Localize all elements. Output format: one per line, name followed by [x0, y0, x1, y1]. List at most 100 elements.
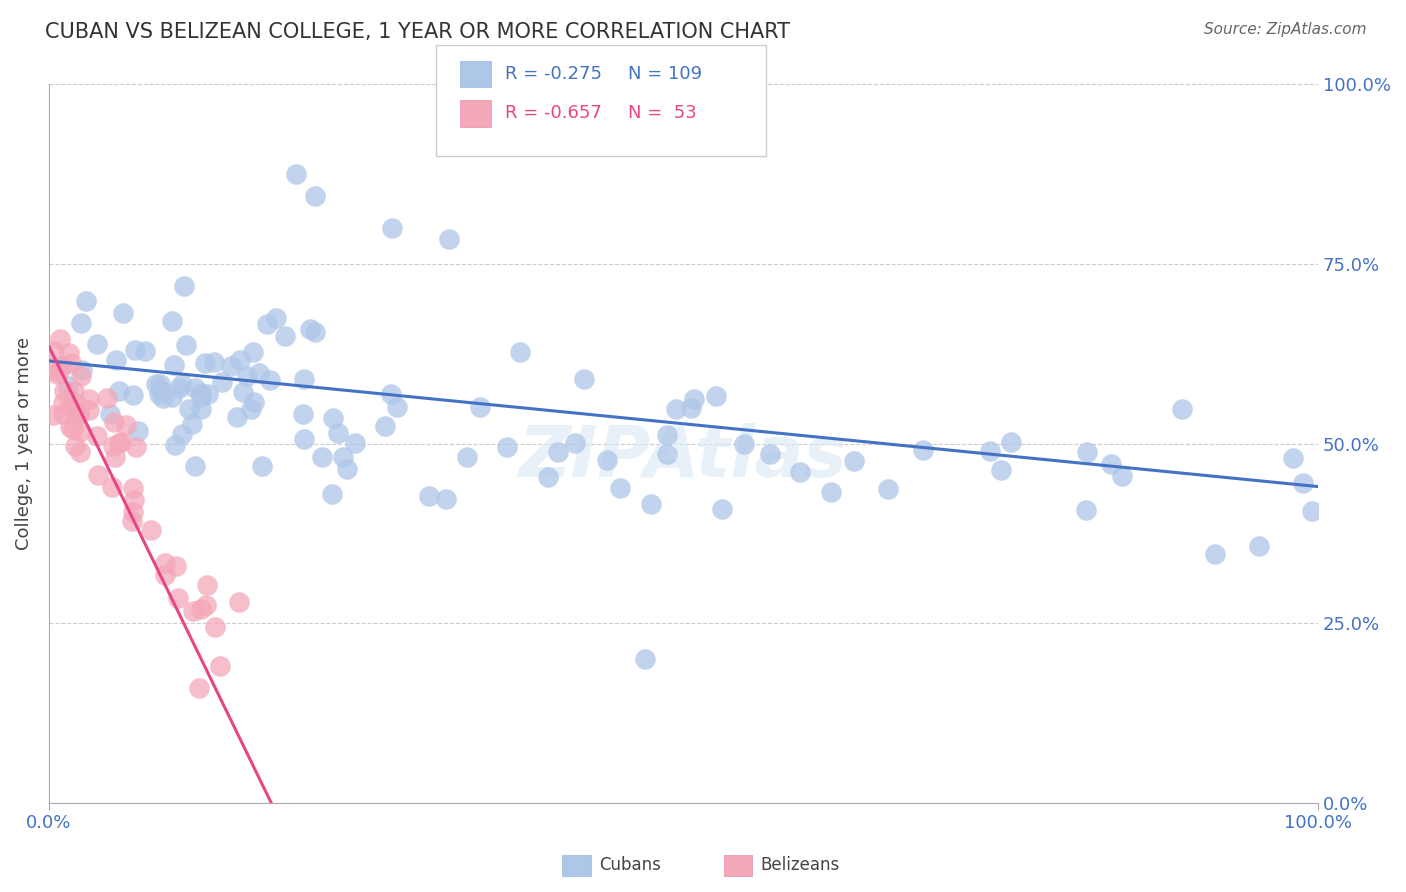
Point — [105, 352, 128, 367]
Point — [70, 316, 93, 330]
Point — [640, 497, 662, 511]
Point — [62, 422, 84, 436]
Point — [160, 390, 183, 404]
Point — [380, 386, 402, 401]
Point — [733, 437, 755, 451]
Point — [509, 345, 531, 359]
Point — [202, 355, 225, 369]
Point — [87, 468, 110, 483]
Text: CUBAN VS BELIZEAN COLLEGE, 1 YEAR OR MORE CORRELATION CHART: CUBAN VS BELIZEAN COLLEGE, 1 YEAR OR MOR… — [45, 22, 790, 42]
Point — [911, 442, 934, 457]
Point — [127, 424, 149, 438]
Point — [239, 401, 262, 416]
Point — [51, 359, 73, 373]
Point — [162, 314, 184, 328]
Point — [468, 400, 491, 414]
Point — [374, 419, 396, 434]
Point — [1301, 503, 1323, 517]
Point — [1292, 476, 1315, 491]
Point — [298, 322, 321, 336]
Point — [121, 514, 143, 528]
Point — [125, 440, 148, 454]
Point — [122, 492, 145, 507]
Point — [167, 591, 190, 605]
Point — [52, 384, 75, 398]
Point — [250, 459, 273, 474]
Point — [228, 594, 250, 608]
Point — [682, 392, 704, 406]
Point — [1111, 469, 1133, 483]
Point — [537, 469, 560, 483]
Point — [1000, 435, 1022, 450]
Point — [101, 480, 124, 494]
Point — [77, 403, 100, 417]
Point — [304, 326, 326, 340]
Point — [181, 604, 204, 618]
Point — [1247, 539, 1270, 553]
Point — [247, 367, 270, 381]
Point — [124, 343, 146, 357]
Point — [163, 359, 186, 373]
Point — [42, 343, 65, 358]
Point — [336, 462, 359, 476]
Point — [665, 402, 688, 417]
Point — [292, 407, 315, 421]
Point — [844, 454, 866, 468]
Point — [155, 556, 177, 570]
Text: ZIPAtlas: ZIPAtlas — [519, 424, 848, 492]
Point — [332, 450, 354, 465]
Point — [86, 337, 108, 351]
Point — [149, 376, 172, 391]
Point — [704, 389, 727, 403]
Point — [1099, 457, 1122, 471]
Point — [321, 487, 343, 501]
Point — [173, 278, 195, 293]
Point — [52, 396, 75, 410]
Point — [75, 293, 97, 308]
Point — [107, 384, 129, 398]
Point — [96, 391, 118, 405]
Point — [58, 346, 80, 360]
Point — [63, 384, 86, 399]
Text: Belizeans: Belizeans — [761, 856, 839, 874]
Point — [41, 359, 63, 374]
Point — [343, 435, 366, 450]
Text: N = 109: N = 109 — [628, 65, 703, 83]
Point — [820, 484, 842, 499]
Point — [115, 418, 138, 433]
Point — [437, 232, 460, 246]
Point — [108, 436, 131, 450]
Point — [197, 387, 219, 401]
Point — [190, 386, 212, 401]
Point — [758, 448, 780, 462]
Point — [59, 356, 82, 370]
Point — [59, 419, 82, 434]
Point — [264, 310, 287, 325]
Point — [69, 425, 91, 439]
Point — [229, 352, 252, 367]
Text: R = -0.657: R = -0.657 — [505, 104, 602, 122]
Point — [63, 407, 86, 421]
Point — [655, 447, 678, 461]
Point — [134, 344, 156, 359]
Point — [236, 368, 259, 383]
Point — [876, 482, 898, 496]
Point — [172, 376, 194, 391]
Point — [70, 363, 93, 377]
Point — [572, 372, 595, 386]
Point — [496, 440, 519, 454]
Point — [456, 450, 478, 464]
Point — [1076, 445, 1098, 459]
Point — [121, 505, 143, 519]
Point — [1170, 401, 1192, 416]
Point — [176, 338, 198, 352]
Point — [110, 435, 132, 450]
Point — [104, 450, 127, 465]
Point — [165, 558, 187, 573]
Point — [167, 381, 190, 395]
Point — [243, 395, 266, 409]
Point — [292, 432, 315, 446]
Point — [190, 601, 212, 615]
Point — [547, 444, 569, 458]
Point — [112, 306, 135, 320]
